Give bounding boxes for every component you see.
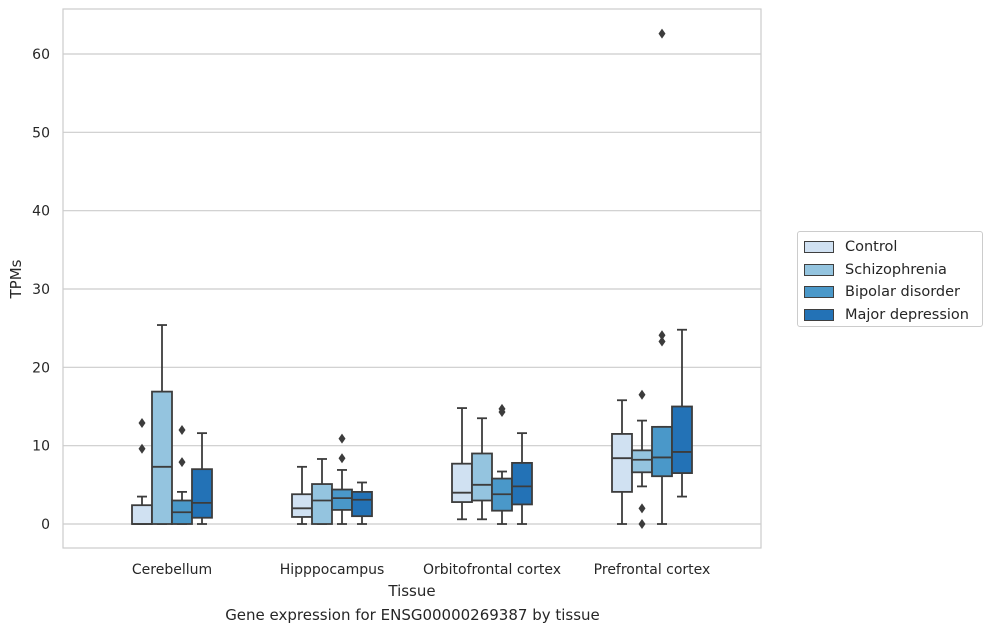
plot-frame [62, 8, 762, 549]
box-iqr [191, 468, 213, 519]
box-schizophrenia [631, 389, 653, 529]
x-tick-label: Cerebellum [132, 562, 212, 578]
box-major-depression [511, 432, 533, 525]
y-tick-label: 20 [32, 360, 50, 376]
box-control [451, 407, 473, 521]
y-tick-label: 30 [32, 282, 50, 298]
box-iqr [331, 488, 353, 511]
box-control [131, 417, 153, 525]
x-tick-labels: Cerebellum Hipppocampus Orbitofrontal cort… [132, 562, 710, 578]
box-iqr [471, 452, 493, 502]
outlier-point [638, 503, 646, 514]
box-bipolar-disorder [171, 425, 193, 525]
outlier-point [638, 389, 646, 400]
legend-swatch [804, 308, 834, 321]
legend-swatch [804, 241, 834, 254]
legend-item: Control [804, 236, 982, 259]
legend-swatch [804, 263, 834, 276]
legend-label: Schizophrenia [845, 261, 947, 278]
legend-label: Control [845, 239, 898, 256]
y-tick-label: 50 [32, 125, 50, 141]
legend-item: Bipolar disorder [804, 281, 982, 304]
outlier-point [138, 417, 146, 428]
y-tick-label: 0 [41, 517, 50, 533]
legend-swatch [804, 286, 834, 299]
x-tick-label: Hipppocampus [280, 562, 385, 578]
box-bipolar-disorder [491, 403, 513, 525]
legend-label: Major depression [845, 306, 969, 323]
box-iqr [611, 433, 633, 493]
outlier-point [178, 457, 186, 468]
box-bipolar-disorder [651, 28, 673, 525]
legend: Control Schizophrenia Bipolar disorder Majo… [797, 231, 983, 327]
y-tick-label: 40 [32, 204, 50, 220]
box-iqr [511, 461, 533, 506]
box-control [611, 399, 633, 525]
box-schizophrenia [471, 417, 493, 521]
box-major-depression [351, 481, 373, 525]
x-tick-label: Prefrontal cortex [594, 562, 711, 578]
outlier-point [658, 336, 666, 347]
box-schizophrenia [151, 324, 173, 525]
box-iqr [451, 462, 473, 503]
grid-lines [63, 53, 761, 525]
box-iqr [131, 504, 153, 525]
outlier-point [138, 443, 146, 454]
box-iqr [631, 449, 653, 474]
outlier-point [658, 28, 666, 39]
box-iqr [671, 405, 693, 474]
figure-caption: Gene expression for ENSG00000269387 by t… [225, 606, 600, 624]
y-tick-labels: 0 10 20 30 40 50 60 [32, 47, 50, 533]
legend-item: Major depression [804, 304, 982, 327]
box-schizophrenia [311, 458, 333, 525]
outlier-point [338, 433, 346, 444]
outlier-point [638, 519, 646, 529]
box-series [131, 28, 693, 529]
box-iqr [651, 425, 673, 478]
x-axis-label: Tissue [387, 582, 435, 600]
y-tick-label: 60 [32, 47, 50, 63]
legend-item: Schizophrenia [804, 259, 982, 282]
outlier-point [338, 453, 346, 464]
box-iqr [151, 390, 173, 525]
box-control [291, 465, 313, 525]
outlier-point [178, 425, 186, 435]
legend-label: Bipolar disorder [845, 284, 960, 301]
outlier-point [658, 330, 666, 341]
x-tick-label: Orbitofrontal cortex [423, 562, 561, 578]
box-bipolar-disorder [331, 433, 353, 525]
box-iqr [311, 483, 333, 525]
outlier-point [498, 403, 506, 414]
y-axis-label: TPMs [7, 259, 25, 299]
box-iqr [351, 490, 373, 518]
box-iqr [291, 493, 313, 518]
y-tick-label: 10 [32, 439, 50, 455]
box-major-depression [191, 432, 213, 525]
box-major-depression [671, 328, 693, 498]
